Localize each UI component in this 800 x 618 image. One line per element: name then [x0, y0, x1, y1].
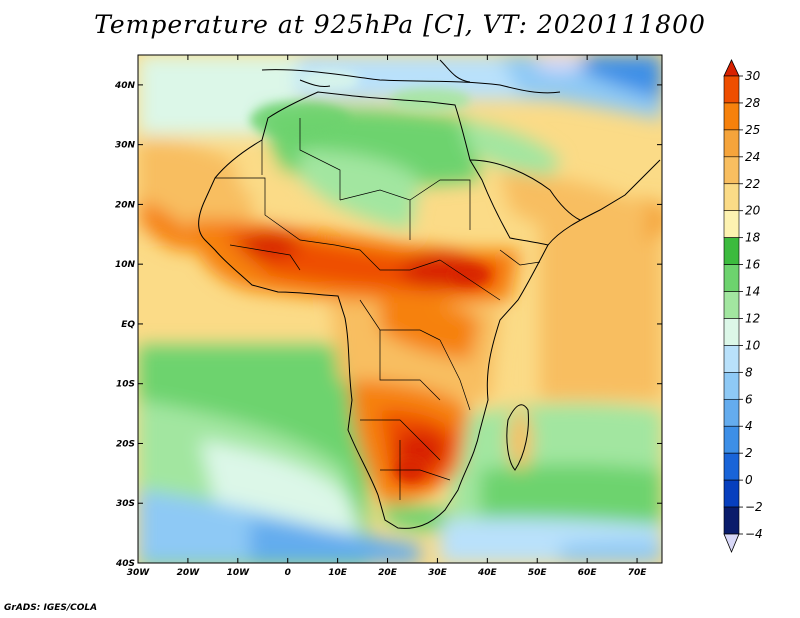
- colorbar-box: [723, 291, 740, 319]
- colorbar-box: [723, 264, 740, 292]
- latitude-axis: 40N 30N 20N 10N EQ 10S 20S 30S 40S: [114, 81, 662, 569]
- colorbar-box: [723, 479, 740, 508]
- colorbar-box: [723, 452, 740, 481]
- lat-tick-label: 10S: [116, 380, 135, 390]
- colorbar-label: 2: [745, 446, 753, 460]
- colorbar-box: [723, 237, 740, 265]
- colorbar-label: 30: [745, 69, 761, 83]
- lon-tick-label: 50E: [528, 568, 548, 578]
- lon-tick-label: 20W: [177, 568, 201, 578]
- colorbar-label: 16: [745, 258, 761, 272]
- temperature-field: [138, 55, 662, 563]
- lat-tick-label: 30N: [115, 141, 136, 151]
- lon-tick-label: 40E: [477, 568, 498, 578]
- colorbar-label: −4: [745, 527, 763, 541]
- colorbar-label: 28: [745, 96, 761, 110]
- colorbar-box: [723, 210, 740, 238]
- colorbar-label: 0: [745, 473, 753, 487]
- lon-tick-label: 70E: [628, 568, 648, 578]
- lat-tick-label: 10N: [115, 260, 136, 270]
- coastlines: [198, 59, 661, 529]
- colorbar-bottom-arrow: [723, 533, 740, 554]
- colorbar-box: [723, 506, 740, 535]
- colorbar-box: [723, 183, 740, 212]
- colorbar-label: 20: [745, 204, 761, 218]
- colorbar-label: 18: [745, 231, 761, 245]
- lat-tick-label: 20S: [116, 439, 135, 449]
- longitude-axis: 30W 20W 10W 0 10E 20E 30E 40E 50E 60E 70E: [127, 55, 647, 578]
- lat-tick-label: 40N: [114, 81, 136, 91]
- lon-tick-label: 30W: [127, 568, 151, 578]
- colorbar-box: [723, 372, 740, 400]
- colorbar-box: [723, 398, 740, 427]
- colorbar-box: [723, 425, 740, 454]
- colorbar-box: [723, 75, 740, 104]
- credit-label: GrADS: IGES/COLA: [4, 603, 98, 613]
- map-title: Temperature at 925hPa [C], VT: 202011180…: [94, 10, 706, 39]
- lon-tick-label: 60E: [578, 568, 598, 578]
- colorbar-label: 4: [745, 419, 753, 433]
- colorbar-box: [723, 318, 740, 346]
- colorbar-label: 22: [745, 177, 760, 191]
- colorbar-box: [723, 129, 740, 158]
- colorbar-label: 8: [745, 365, 753, 379]
- lat-tick-label: 40S: [115, 559, 135, 569]
- colorbar-label: 14: [745, 285, 760, 299]
- country-borders: [215, 118, 541, 500]
- colorbar-box: [723, 156, 740, 185]
- colorbar-box: [723, 345, 740, 373]
- lon-tick-label: 0: [285, 568, 291, 578]
- colorbar-label: −2: [745, 500, 763, 514]
- colorbar-label: 25: [745, 123, 760, 137]
- lat-tick-label: EQ: [121, 320, 135, 330]
- colorbar-label: 6: [745, 392, 753, 406]
- colorbar-label: 12: [745, 311, 760, 325]
- colorbar-box: [723, 102, 740, 131]
- lat-tick-label: 20N: [115, 200, 136, 210]
- map-frame: [137, 54, 663, 564]
- lat-tick-label: 30S: [116, 499, 135, 509]
- lon-tick-label: 20E: [378, 568, 398, 578]
- lon-tick-label: 10W: [227, 568, 251, 578]
- lon-tick-label: 10E: [328, 568, 348, 578]
- lon-tick-label: 30E: [428, 568, 448, 578]
- colorbar-top-arrow: [723, 59, 740, 77]
- colorbar-label: 24: [745, 150, 760, 164]
- colorbar-label: 10: [745, 338, 761, 352]
